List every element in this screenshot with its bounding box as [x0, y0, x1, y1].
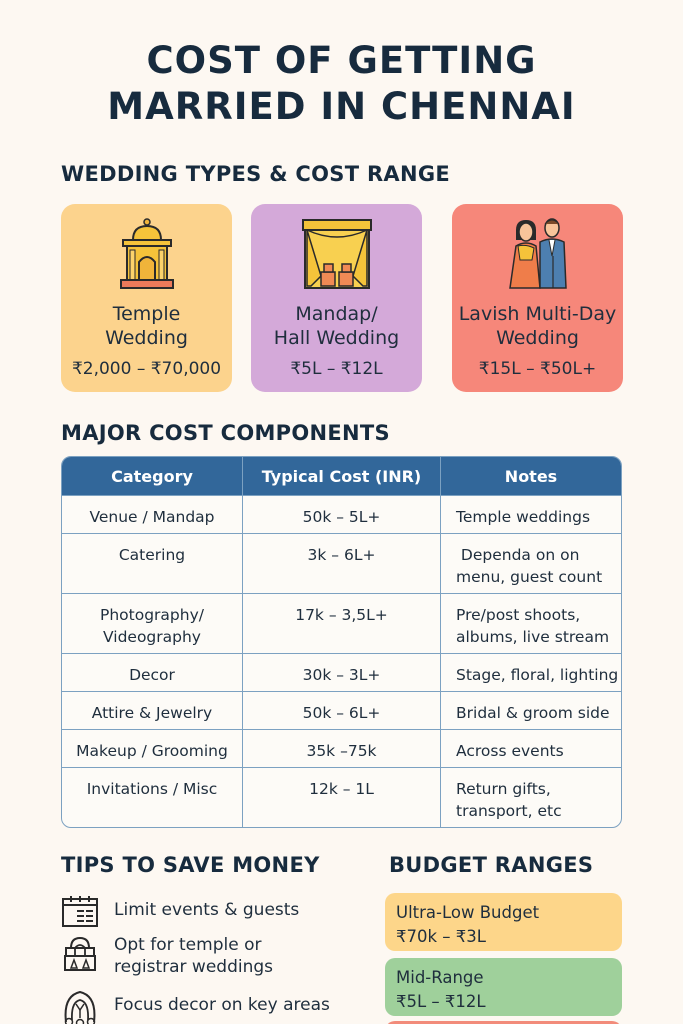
temple-icon — [119, 218, 174, 289]
couple-icon — [508, 218, 567, 289]
cell-category: Invitations / Misc — [62, 767, 243, 827]
cell-notes: Bridal & groom side — [441, 691, 621, 729]
cell-category: Venue / Mandap — [62, 495, 243, 533]
arch-decor-icon — [64, 990, 96, 1024]
cell-category: Catering — [62, 533, 243, 593]
cell-notes: Across events — [441, 729, 621, 767]
budget-range: ₹70k – ₹3L — [396, 927, 486, 946]
tips-heading: TIPS TO SAVE MONEY — [61, 853, 320, 877]
cell-category: Makeup / Grooming — [62, 729, 243, 767]
cell-cost: 17k – 3,5L+ — [243, 593, 441, 653]
cell-category: Photography/Videography — [62, 593, 243, 653]
tip-item: Opt for temple or registrar weddings — [61, 930, 361, 986]
cell-cost: 50k – 6L+ — [243, 691, 441, 729]
card-price: ₹2,000 – ₹70,000 — [71, 359, 222, 379]
budget-ultra-low: Ultra-Low Budget ₹70k – ₹3L — [385, 893, 622, 951]
cell-cost: 30k – 3L+ — [243, 653, 441, 691]
table-row: Decor 30k – 3L+ Stage, floral, lighting — [62, 653, 621, 691]
mandap-icon — [301, 219, 372, 289]
tip-text: Limit events & guests — [114, 900, 300, 920]
card-temple-wedding: Temple Wedding ₹2,000 – ₹70,000 — [61, 204, 232, 392]
wedding-types-heading: WEDDING TYPES & COST RANGE — [61, 162, 451, 186]
cost-components-heading: MAJOR COST COMPONENTS — [61, 421, 390, 445]
budget-mid-range: Mid-Range ₹5L – ₹12L — [385, 958, 622, 1016]
tip-text: Focus decor on key areas — [114, 995, 330, 1015]
card-lavish-multi-day-wedding: Lavish Multi-Day Wedding ₹15L – ₹50L+ — [452, 204, 623, 392]
title-line-1: COST OF GETTING — [146, 39, 537, 82]
cell-category: Attire & Jewelry — [62, 691, 243, 729]
calendar-icon — [62, 896, 98, 927]
tip-item: Limit events & guests — [61, 892, 361, 930]
cell-cost: 12k – 1L — [243, 767, 441, 827]
title-line-2: MARRIED IN CHENNAI — [107, 85, 576, 128]
cell-cost: 35k –75k — [243, 729, 441, 767]
cell-notes: Return gifts, transport, etc — [441, 767, 621, 827]
tip-item: Focus decor on key areas — [61, 986, 361, 1024]
budget-ranges-heading: BUDGET RANGES — [389, 853, 594, 877]
cell-notes: Stage, floral, lighting — [441, 653, 621, 691]
cell-cost: 50k – 5L+ — [243, 495, 441, 533]
budget-high-range — [385, 1021, 622, 1024]
wedding-type-cards: Temple Wedding ₹2,000 – ₹70,000 Mandap/ … — [61, 204, 623, 392]
card-title: Mandap/ Hall Wedding — [273, 303, 400, 349]
table-header-row: Category Typical Cost (INR) Notes — [62, 457, 621, 495]
table-row: Invitations / Misc 12k – 1L Return gifts… — [62, 767, 621, 827]
budget-range: ₹5L – ₹12L — [396, 992, 486, 1011]
page-title: COST OF GETTING MARRIED IN CHENNAI — [0, 38, 683, 130]
card-mandap-hall-wedding: Mandap/ Hall Wedding ₹5L – ₹12L — [251, 204, 422, 392]
cell-notes: Dependa on on menu, guest count — [441, 533, 621, 593]
table-row: Catering 3k – 6L+ Dependa on on menu, gue… — [62, 533, 621, 593]
temple-outline-icon — [64, 936, 96, 971]
cell-notes: Pre/post shoots, albums, live stream — [441, 593, 621, 653]
tips-list: Limit events & guests Opt for temple or … — [61, 892, 361, 1024]
card-price: ₹5L – ₹12L — [290, 359, 383, 379]
budget-label: Mid-Range — [396, 968, 484, 987]
table-row: Makeup / Grooming 35k –75k Across events — [62, 729, 621, 767]
column-header-typical-cost: Typical Cost (INR) — [243, 457, 441, 495]
tip-text: Opt for temple or registrar weddings — [114, 935, 274, 977]
column-header-notes: Notes — [441, 457, 621, 495]
cell-category: Decor — [62, 653, 243, 691]
cost-components-table: Category Typical Cost (INR) Notes Venue … — [61, 456, 622, 828]
table-row: Photography/Videography 17k – 3,5L+ Pre/… — [62, 593, 621, 653]
card-title: Lavish Multi-Day Wedding — [458, 303, 617, 349]
budget-label: Ultra-Low Budget — [396, 903, 540, 922]
card-title: Temple Wedding — [105, 303, 188, 349]
card-price: ₹15L – ₹50L+ — [478, 359, 597, 379]
cell-cost: 3k – 6L+ — [243, 533, 441, 593]
table-row: Attire & Jewelry 50k – 6L+ Bridal & groo… — [62, 691, 621, 729]
table-row: Venue / Mandap 50k – 5L+ Temple weddings — [62, 495, 621, 533]
cell-notes: Temple weddings — [441, 495, 621, 533]
column-header-category: Category — [62, 457, 243, 495]
